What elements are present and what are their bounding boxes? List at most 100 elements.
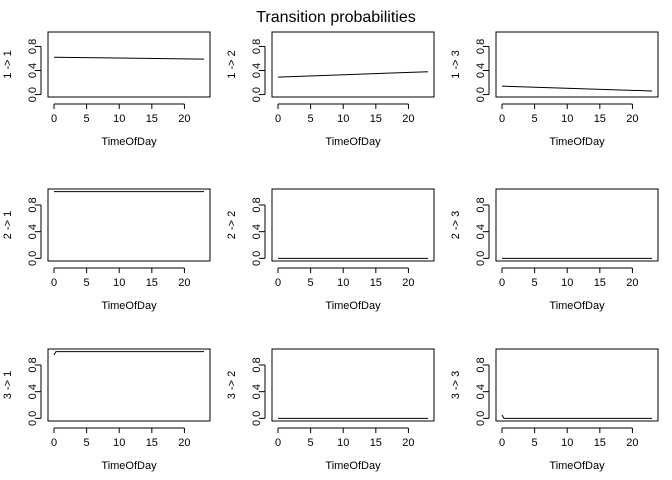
plot-frame bbox=[47, 348, 211, 422]
y-tick-label: 0.0 bbox=[251, 411, 263, 426]
y-tick-label: 0.8 bbox=[475, 197, 487, 212]
x-tick-label: 15 bbox=[370, 113, 382, 125]
panel-2: 0 5 10 15 20 0.0 0.4 0.8 TimeOfDay 1 -> 2 bbox=[226, 31, 435, 148]
x-axis-title: TimeOfDay bbox=[325, 460, 381, 472]
x-tick-label: 20 bbox=[402, 113, 414, 125]
y-axis-title: 2 -> 3 bbox=[450, 211, 462, 239]
panel-grid: 0 5 10 15 20 0.0 0.4 0.8 TimeOfDay 1 -> 1 0 5 10 15 20… bbox=[2, 31, 659, 472]
x-axis-title: TimeOfDay bbox=[549, 460, 605, 472]
y-tick-label: 0.0 bbox=[475, 251, 487, 266]
y-tick-label: 0.8 bbox=[27, 357, 39, 372]
x-axis-title: TimeOfDay bbox=[101, 300, 157, 312]
x-tick-label: 15 bbox=[146, 113, 158, 125]
y-tick-label: 0.4 bbox=[475, 63, 487, 78]
y-tick-label: 0.0 bbox=[251, 87, 263, 102]
plot-frame bbox=[47, 31, 211, 98]
series-line-1 bbox=[501, 414, 652, 419]
y-tick-label: 0.4 bbox=[251, 63, 263, 78]
x-tick-label: 20 bbox=[626, 113, 638, 125]
panel-9: 0 5 10 15 20 0.0 0.4 0.8 TimeOfDay 3 -> 3 bbox=[450, 348, 659, 472]
x-tick-label: 5 bbox=[84, 437, 90, 449]
x-tick-label: 0 bbox=[499, 113, 505, 125]
x-tick-label: 0 bbox=[275, 437, 281, 449]
y-tick-label: 0.8 bbox=[27, 197, 39, 212]
plot-frame bbox=[495, 31, 659, 98]
plot-frame bbox=[271, 188, 435, 262]
x-tick-label: 0 bbox=[51, 277, 57, 289]
x-axis-title: TimeOfDay bbox=[101, 136, 157, 148]
x-tick-label: 5 bbox=[308, 437, 314, 449]
panel-7: 0 5 10 15 20 0.0 0.4 0.8 TimeOfDay 3 -> 1 bbox=[2, 348, 211, 472]
plot-frame bbox=[495, 188, 659, 262]
y-tick-label: 0.8 bbox=[251, 197, 263, 212]
x-tick-label: 0 bbox=[499, 437, 505, 449]
x-tick-label: 20 bbox=[626, 277, 638, 289]
y-tick-label: 0.0 bbox=[27, 251, 39, 266]
y-axis-title: 3 -> 1 bbox=[2, 371, 14, 399]
y-tick-label: 0.4 bbox=[251, 384, 263, 399]
x-tick-label: 20 bbox=[402, 277, 414, 289]
x-axis-title: TimeOfDay bbox=[101, 460, 157, 472]
x-tick-label: 20 bbox=[178, 437, 190, 449]
y-tick-label: 0.4 bbox=[27, 384, 39, 399]
figure-title: Transition probabilities bbox=[256, 9, 415, 26]
y-tick-label: 0.8 bbox=[475, 357, 487, 372]
x-tick-label: 10 bbox=[561, 437, 573, 449]
x-tick-label: 5 bbox=[532, 113, 538, 125]
x-tick-label: 15 bbox=[146, 437, 158, 449]
plot-frame bbox=[271, 31, 435, 98]
x-tick-label: 0 bbox=[499, 277, 505, 289]
plot-frame bbox=[495, 348, 659, 422]
x-axis-title: TimeOfDay bbox=[549, 136, 605, 148]
y-tick-label: 0.8 bbox=[251, 39, 263, 54]
x-tick-label: 10 bbox=[113, 277, 125, 289]
x-tick-label: 15 bbox=[594, 437, 606, 449]
x-tick-label: 10 bbox=[561, 113, 573, 125]
y-tick-label: 0.0 bbox=[475, 411, 487, 426]
plot-frame bbox=[271, 348, 435, 422]
y-tick-label: 0.0 bbox=[27, 87, 39, 102]
x-tick-label: 5 bbox=[532, 437, 538, 449]
x-axis-title: TimeOfDay bbox=[325, 300, 381, 312]
plot-frame bbox=[47, 188, 211, 262]
x-tick-label: 5 bbox=[308, 277, 314, 289]
y-axis-title: 3 -> 2 bbox=[226, 371, 238, 399]
x-tick-label: 15 bbox=[370, 437, 382, 449]
y-tick-label: 0.0 bbox=[475, 87, 487, 102]
x-tick-label: 10 bbox=[113, 113, 125, 125]
series-line-1 bbox=[277, 71, 429, 78]
panel-4: 0 5 10 15 20 0.0 0.4 0.8 TimeOfDay 2 -> 1 bbox=[2, 188, 211, 312]
y-tick-label: 0.4 bbox=[475, 384, 487, 399]
y-axis-title: 2 -> 2 bbox=[226, 211, 238, 239]
y-tick-label: 0.8 bbox=[475, 39, 487, 54]
x-axis-title: TimeOfDay bbox=[325, 136, 381, 148]
x-tick-label: 20 bbox=[178, 277, 190, 289]
x-tick-label: 5 bbox=[84, 113, 90, 125]
series-line-1 bbox=[53, 351, 204, 356]
x-tick-label: 0 bbox=[275, 113, 281, 125]
x-tick-label: 0 bbox=[51, 437, 57, 449]
y-axis-title: 1 -> 1 bbox=[2, 50, 14, 78]
x-axis-title: TimeOfDay bbox=[549, 300, 605, 312]
x-tick-label: 0 bbox=[51, 113, 57, 125]
panel-5: 0 5 10 15 20 0.0 0.4 0.8 TimeOfDay 2 -> 2 bbox=[226, 188, 435, 312]
x-tick-label: 15 bbox=[594, 113, 606, 125]
y-tick-label: 0.0 bbox=[251, 251, 263, 266]
x-tick-label: 15 bbox=[146, 277, 158, 289]
y-axis-title: 1 -> 2 bbox=[226, 50, 238, 78]
panel-1: 0 5 10 15 20 0.0 0.4 0.8 TimeOfDay 1 -> 1 bbox=[2, 31, 211, 148]
x-tick-label: 15 bbox=[594, 277, 606, 289]
x-tick-label: 5 bbox=[84, 277, 90, 289]
y-tick-label: 0.8 bbox=[27, 39, 39, 54]
x-tick-label: 10 bbox=[337, 113, 349, 125]
panel-8: 0 5 10 15 20 0.0 0.4 0.8 TimeOfDay 3 -> 2 bbox=[226, 348, 435, 472]
y-axis-title: 3 -> 3 bbox=[450, 371, 462, 399]
y-tick-label: 0.4 bbox=[27, 63, 39, 78]
series-line-1 bbox=[53, 56, 205, 60]
y-axis-title: 1 -> 3 bbox=[450, 50, 462, 78]
x-tick-label: 20 bbox=[626, 437, 638, 449]
y-axis-title: 2 -> 1 bbox=[2, 211, 14, 239]
x-tick-label: 10 bbox=[337, 277, 349, 289]
x-tick-label: 15 bbox=[370, 277, 382, 289]
